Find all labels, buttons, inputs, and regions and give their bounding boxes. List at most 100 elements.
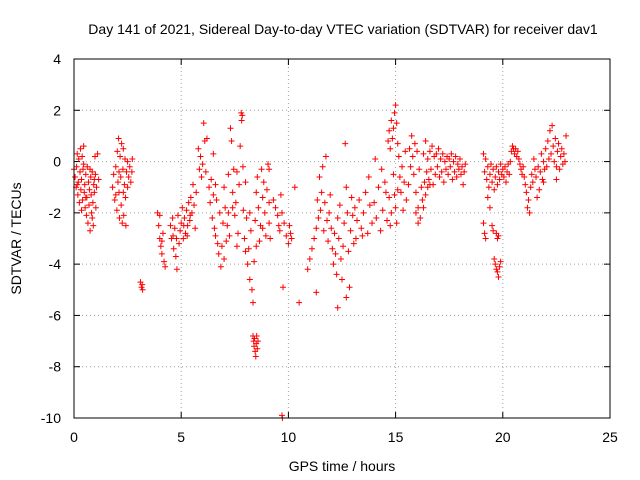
data-point [349, 212, 356, 219]
data-point [180, 235, 187, 242]
data-point [82, 171, 89, 178]
data-point [396, 173, 403, 180]
data-point [314, 197, 321, 204]
data-point [494, 235, 501, 242]
data-point [320, 227, 327, 234]
data-point [457, 171, 464, 178]
data-point [93, 184, 100, 191]
data-point [395, 153, 402, 160]
data-point [220, 220, 227, 227]
data-point [406, 145, 413, 152]
data-point [520, 163, 527, 170]
data-point [225, 171, 232, 178]
data-point [453, 173, 460, 180]
data-point [138, 284, 145, 291]
data-point [212, 232, 219, 239]
y-tick-label: 0 [53, 154, 61, 170]
data-point [389, 135, 396, 142]
data-point [170, 245, 177, 252]
data-point [266, 199, 273, 206]
data-point [399, 163, 406, 170]
data-point [117, 173, 124, 180]
data-point [523, 189, 530, 196]
data-point [274, 212, 281, 219]
data-point [514, 148, 521, 155]
data-point [347, 227, 354, 234]
data-point [334, 304, 341, 311]
data-point [482, 235, 489, 242]
data-point [311, 235, 318, 242]
data-point [281, 220, 288, 227]
data-point [259, 194, 266, 201]
data-point [553, 163, 560, 170]
data-point [544, 138, 551, 145]
data-point [488, 161, 495, 168]
data-point [233, 243, 240, 250]
data-point [358, 225, 365, 232]
data-point [85, 179, 92, 186]
data-point [531, 166, 538, 173]
data-point [394, 186, 401, 193]
data-point [73, 163, 80, 170]
data-point [330, 261, 337, 268]
data-point [240, 207, 247, 214]
data-point [172, 253, 179, 260]
data-point [74, 181, 81, 188]
data-point [397, 189, 404, 196]
data-point [343, 294, 350, 301]
data-point [252, 217, 259, 224]
data-point [123, 168, 130, 175]
data-point [333, 271, 340, 278]
data-point [158, 238, 165, 245]
data-point [203, 135, 210, 142]
data-point [447, 163, 454, 170]
data-point [76, 199, 83, 206]
data-point [179, 204, 186, 211]
data-point [340, 243, 347, 250]
data-point [533, 173, 540, 180]
data-point [435, 145, 442, 152]
data-point [180, 222, 187, 229]
data-point [285, 240, 292, 247]
y-tick-label: -10 [41, 410, 61, 426]
plot-frame [73, 58, 611, 419]
data-point [448, 150, 455, 157]
data-point [524, 204, 531, 211]
data-point [116, 168, 123, 175]
data-point [459, 163, 466, 170]
data-points [71, 102, 570, 421]
data-point [484, 194, 491, 201]
data-point [563, 132, 570, 139]
data-point [139, 281, 146, 288]
data-point [118, 202, 125, 209]
data-point [553, 176, 560, 183]
data-point [221, 256, 228, 263]
data-point [436, 173, 443, 180]
data-point [420, 204, 427, 211]
x-tick-label: 5 [177, 429, 185, 445]
data-point [501, 163, 508, 170]
data-point [331, 230, 338, 237]
data-point [81, 189, 88, 196]
data-point [74, 150, 81, 157]
data-point [111, 197, 118, 204]
data-point [113, 207, 120, 214]
data-point [192, 225, 199, 232]
data-point [248, 286, 255, 293]
data-point [251, 258, 258, 265]
x-tick-label: 25 [602, 429, 618, 445]
x-tick-label: 15 [388, 429, 404, 445]
data-point [229, 189, 236, 196]
data-point [267, 235, 274, 242]
data-point [381, 179, 388, 186]
data-point [256, 238, 263, 245]
data-point [86, 202, 93, 209]
data-point [170, 232, 177, 239]
data-point [313, 289, 320, 296]
data-point [382, 189, 389, 196]
data-point [493, 163, 500, 170]
data-point [386, 194, 393, 201]
data-point [80, 166, 87, 173]
data-point [405, 181, 412, 188]
data-point [418, 184, 425, 191]
